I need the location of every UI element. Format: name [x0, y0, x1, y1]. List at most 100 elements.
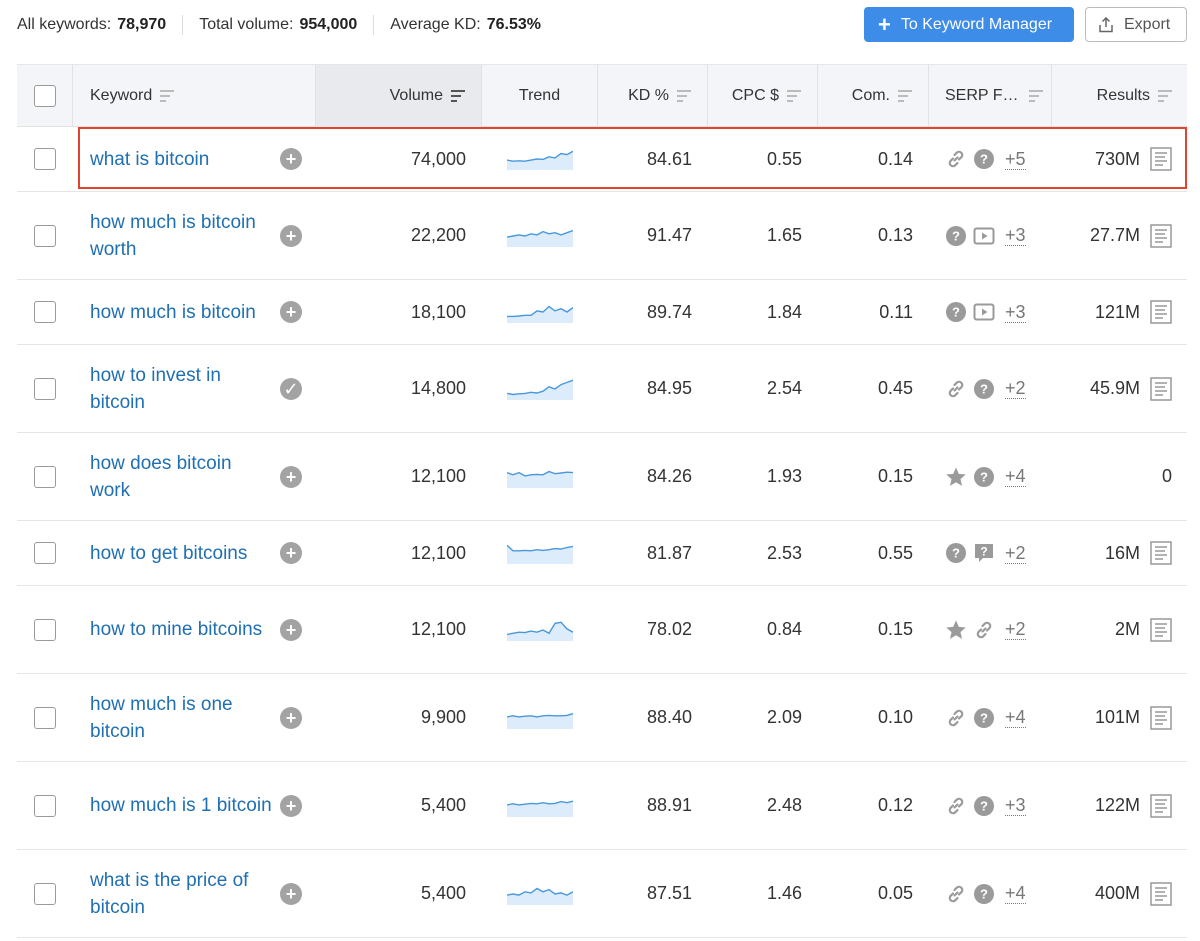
link-icon: [976, 621, 992, 638]
serp-more-link[interactable]: +4: [1005, 707, 1026, 728]
sort-icon: [1028, 90, 1043, 102]
keyword-link[interactable]: how much is one bitcoin: [90, 693, 233, 742]
serp-snapshot-icon[interactable]: [1150, 705, 1172, 730]
keyword-cell: what is the price of bitcoin +: [73, 850, 316, 937]
to-keyword-manager-button[interactable]: + To Keyword Manager: [864, 7, 1074, 42]
serp-snapshot-icon[interactable]: [1150, 300, 1172, 324]
kd-cell: 91.47: [646, 225, 692, 245]
column-serp-features[interactable]: SERP F…: [929, 65, 1052, 127]
serp-features-cell: ? +3: [929, 762, 1052, 849]
serp-snapshot-icon[interactable]: [1150, 376, 1172, 401]
divider: [182, 15, 184, 35]
keyword-link[interactable]: how to invest in bitcoin: [90, 364, 221, 413]
table-row: how much is bitcoin +18,100 89.74 1.84 0.11?…: [17, 280, 1187, 345]
trend-sparkline: [507, 150, 573, 170]
add-keyword-icon[interactable]: +: [280, 301, 302, 323]
serp-more-link[interactable]: +4: [1005, 883, 1026, 904]
row-select: [17, 762, 73, 849]
total-volume-value: 954,000: [299, 16, 358, 33]
com-cell: 0.15: [877, 466, 913, 486]
row-select: [17, 433, 73, 520]
com-cell: 0.11: [879, 301, 913, 322]
kd-cell: 84.95: [646, 378, 692, 398]
serp-snapshot-icon[interactable]: [1150, 881, 1172, 906]
added-check-icon[interactable]: ✓: [280, 377, 302, 400]
export-button[interactable]: Export: [1085, 7, 1187, 42]
select-all-checkbox[interactable]: [33, 85, 56, 107]
keyword-link[interactable]: how does bitcoin work: [90, 452, 232, 501]
trend-cell: [482, 345, 598, 432]
serp-more-link[interactable]: +2: [1005, 619, 1026, 640]
serp-more-link[interactable]: +5: [1005, 148, 1026, 170]
trend-cell: [482, 674, 598, 761]
column-volume[interactable]: Volume: [316, 65, 482, 127]
add-keyword-icon[interactable]: +: [280, 542, 302, 564]
column-results[interactable]: Results: [1052, 65, 1187, 127]
keyword-link[interactable]: how much is bitcoin: [90, 301, 256, 323]
results-value: 16M: [1104, 542, 1140, 563]
all-keywords-value: 78,970: [117, 16, 167, 33]
com-cell: 0.55: [877, 542, 913, 563]
keyword-link[interactable]: how much is 1 bitcoin: [90, 795, 272, 816]
column-kd[interactable]: KD %: [598, 65, 708, 127]
serp-more-link[interactable]: +3: [1005, 301, 1026, 323]
column-kd-label: KD %: [628, 87, 669, 104]
row-checkbox[interactable]: [34, 377, 56, 400]
cpc-cell: 2.09: [766, 707, 802, 727]
add-keyword-icon[interactable]: +: [280, 618, 302, 641]
svg-text:?: ?: [980, 152, 988, 167]
question-icon: ?: [974, 149, 994, 169]
sort-icon: [787, 90, 801, 102]
column-cpc[interactable]: CPC $: [708, 65, 818, 127]
kd-cell: 87.51: [646, 883, 692, 903]
serp-snapshot-icon[interactable]: [1150, 541, 1172, 565]
add-keyword-icon[interactable]: +: [280, 794, 302, 817]
add-keyword-icon[interactable]: +: [280, 148, 302, 170]
serp-more-link[interactable]: +2: [1005, 542, 1026, 564]
star-icon: [946, 467, 966, 486]
add-keyword-icon[interactable]: +: [280, 224, 302, 247]
serp-more-link[interactable]: +3: [1005, 795, 1026, 816]
keyword-link[interactable]: what is bitcoin: [90, 148, 210, 170]
serp-features-cell: ? +4: [929, 674, 1052, 761]
add-keyword-icon[interactable]: +: [280, 465, 302, 488]
row-checkbox[interactable]: [34, 794, 56, 817]
row-checkbox[interactable]: [34, 542, 56, 564]
keyword-link[interactable]: what is the price of bitcoin: [90, 869, 249, 918]
keyword-link[interactable]: how to mine bitcoins: [90, 619, 263, 640]
column-trend-label: Trend: [518, 87, 561, 104]
row-checkbox[interactable]: [34, 618, 56, 641]
row-checkbox[interactable]: [34, 301, 56, 323]
volume-cell: 74,000: [410, 148, 466, 169]
question-icon: ?: [974, 883, 994, 904]
results-value: 27.7M: [1089, 225, 1140, 245]
serp-more-link[interactable]: +2: [1005, 378, 1026, 399]
volume-cell: 9,900: [420, 707, 466, 727]
serp-snapshot-icon[interactable]: [1150, 223, 1172, 248]
keyword-link[interactable]: how much is bitcoin worth: [90, 211, 256, 260]
serp-features-cell: ?? +2: [929, 521, 1052, 585]
row-select: [17, 280, 73, 344]
keyword-link[interactable]: how to get bitcoins: [90, 542, 248, 564]
row-checkbox[interactable]: [34, 465, 56, 488]
serp-more-link[interactable]: +3: [1005, 225, 1026, 246]
serp-snapshot-icon[interactable]: [1150, 793, 1172, 818]
results-value: 0: [1161, 466, 1172, 486]
cpc-cell: 0.84: [766, 619, 802, 639]
serp-more-link[interactable]: +4: [1005, 466, 1026, 487]
column-keyword[interactable]: Keyword: [73, 65, 316, 127]
add-keyword-icon[interactable]: +: [280, 882, 302, 905]
row-checkbox[interactable]: [34, 224, 56, 247]
row-checkbox[interactable]: [34, 882, 56, 905]
serp-snapshot-icon[interactable]: [1150, 617, 1172, 642]
row-checkbox[interactable]: [34, 706, 56, 729]
serp-snapshot-icon[interactable]: [1150, 147, 1172, 171]
volume-cell: 5,400: [420, 795, 466, 815]
column-keyword-label: Keyword: [90, 87, 153, 104]
row-checkbox[interactable]: [34, 148, 56, 170]
add-keyword-icon[interactable]: +: [280, 706, 302, 729]
cpc-cell: 0.55: [766, 148, 802, 169]
column-com[interactable]: Com.: [818, 65, 929, 127]
header-select-all: [17, 65, 73, 127]
table-row: how to invest in bitcoin ✓ 14,800 84.95 2.54…: [17, 345, 1187, 433]
